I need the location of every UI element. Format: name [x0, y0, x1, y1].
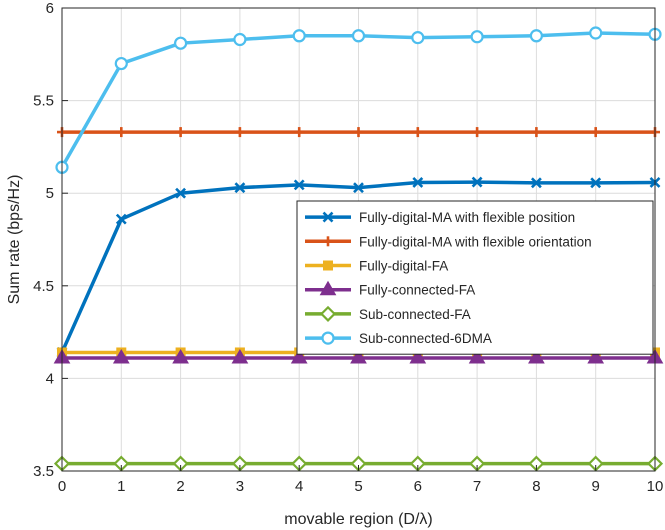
data-point-marker	[293, 179, 305, 191]
data-point-marker	[590, 127, 601, 138]
data-point-marker	[353, 127, 364, 138]
data-point-marker	[112, 349, 130, 364]
y-tick-label: 5	[46, 185, 54, 202]
x-tick-label: 10	[647, 478, 664, 495]
data-point-marker	[172, 349, 189, 364]
legend-swatch-marker	[319, 280, 337, 296]
data-point-marker	[292, 29, 306, 43]
data-point-marker	[471, 176, 483, 188]
data-point-marker	[114, 56, 128, 71]
data-point-marker	[116, 127, 127, 138]
x-tick-label: 5	[354, 478, 362, 495]
series-0	[56, 176, 661, 358]
legend-label: Fully-digital-MA with flexible orientati…	[359, 234, 592, 249]
data-point-marker	[590, 177, 602, 189]
legend-label: Fully-connected-FA	[359, 283, 475, 298]
y-tick-label: 5.5	[33, 93, 54, 110]
y-tick-label: 6	[46, 0, 54, 17]
axis-ticks: 0 1 2 3 4 5 6 7 8 9 10 3.5 4 4.5 5 5.5 6	[33, 0, 663, 495]
x-tick-label: 2	[176, 478, 184, 495]
legend: Fully-digital-MA with flexible position F…	[296, 200, 654, 355]
data-point-marker	[294, 127, 305, 138]
y-tick-label: 3.5	[33, 463, 54, 480]
data-point-marker	[174, 36, 188, 50]
marker-x-stroke	[471, 176, 483, 188]
legend-label: Sub-connected-FA	[359, 307, 471, 322]
x-axis-label: movable region (D/λ)	[284, 511, 433, 528]
data-point-marker	[530, 177, 542, 189]
legend-swatch-marker	[321, 331, 335, 345]
legend-label: Fully-digital-FA	[359, 259, 448, 274]
data-point-marker	[472, 127, 483, 138]
legend-swatch-marker	[323, 260, 333, 271]
legend-swatch-marker	[323, 236, 333, 247]
marker-x-stroke	[590, 177, 602, 189]
legend-entry: Fully-digital-MA with flexible position	[305, 210, 575, 225]
marker-x-stroke	[353, 182, 364, 194]
data-point-marker	[231, 349, 249, 364]
data-point-marker	[589, 26, 603, 40]
y-tick-label: 4.5	[33, 278, 54, 295]
data-point-marker	[350, 349, 367, 364]
legend-box	[296, 200, 654, 355]
x-tick-label: 4	[295, 478, 303, 495]
data-point-marker	[175, 187, 187, 199]
x-tick-label: 3	[236, 478, 244, 495]
data-point-marker	[587, 349, 605, 364]
data-point-marker	[470, 30, 484, 44]
data-point-marker	[351, 29, 366, 43]
data-point-marker	[412, 127, 423, 138]
data-point-marker	[234, 182, 246, 194]
series-1	[57, 127, 660, 138]
marker-x-stroke	[530, 177, 542, 189]
legend-entry: Sub-connected-FA	[305, 305, 471, 322]
data-point-marker	[468, 349, 486, 364]
marker-x-stroke	[322, 211, 334, 223]
y-axis-label: Sum rate (bps/Hz)	[6, 175, 23, 305]
legend-swatch-marker	[322, 211, 334, 223]
marker-x-stroke	[175, 187, 187, 199]
data-point-marker	[175, 127, 186, 138]
legend-label: Fully-digital-MA with flexible position	[359, 210, 575, 225]
data-point-marker	[233, 32, 247, 47]
legend-entry: Fully-digital-FA	[305, 259, 448, 274]
legend-label: Sub-connected-6DMA	[359, 331, 492, 346]
data-point-marker	[409, 349, 427, 364]
legend-entry: Fully-connected-FA	[305, 280, 475, 298]
data-point-marker	[234, 127, 245, 138]
legend-swatch-marker	[319, 305, 337, 322]
data-point-marker	[353, 182, 364, 194]
marker-x-stroke	[115, 213, 127, 225]
marker-x-stroke	[412, 177, 424, 188]
data-point-marker	[412, 177, 424, 188]
data-point-marker	[115, 213, 127, 225]
marker-x-stroke	[234, 182, 246, 194]
x-tick-label: 9	[592, 478, 600, 495]
legend-entry: Fully-digital-MA with flexible orientati…	[305, 234, 592, 249]
data-point-marker	[290, 349, 308, 364]
x-tick-label: 1	[117, 478, 125, 495]
marker-x-stroke	[293, 179, 305, 191]
x-tick-label: 8	[532, 478, 540, 495]
x-tick-label: 6	[414, 478, 422, 495]
x-tick-label: 7	[473, 478, 481, 495]
series-5	[55, 26, 662, 174]
y-tick-label: 4	[46, 370, 54, 387]
legend-entry: Sub-connected-6DMA	[305, 331, 492, 346]
x-tick-label: 0	[58, 478, 66, 495]
data-point-marker	[529, 29, 544, 43]
data-point-marker	[411, 31, 425, 45]
data-point-marker	[528, 349, 545, 364]
data-point-marker	[531, 127, 542, 138]
